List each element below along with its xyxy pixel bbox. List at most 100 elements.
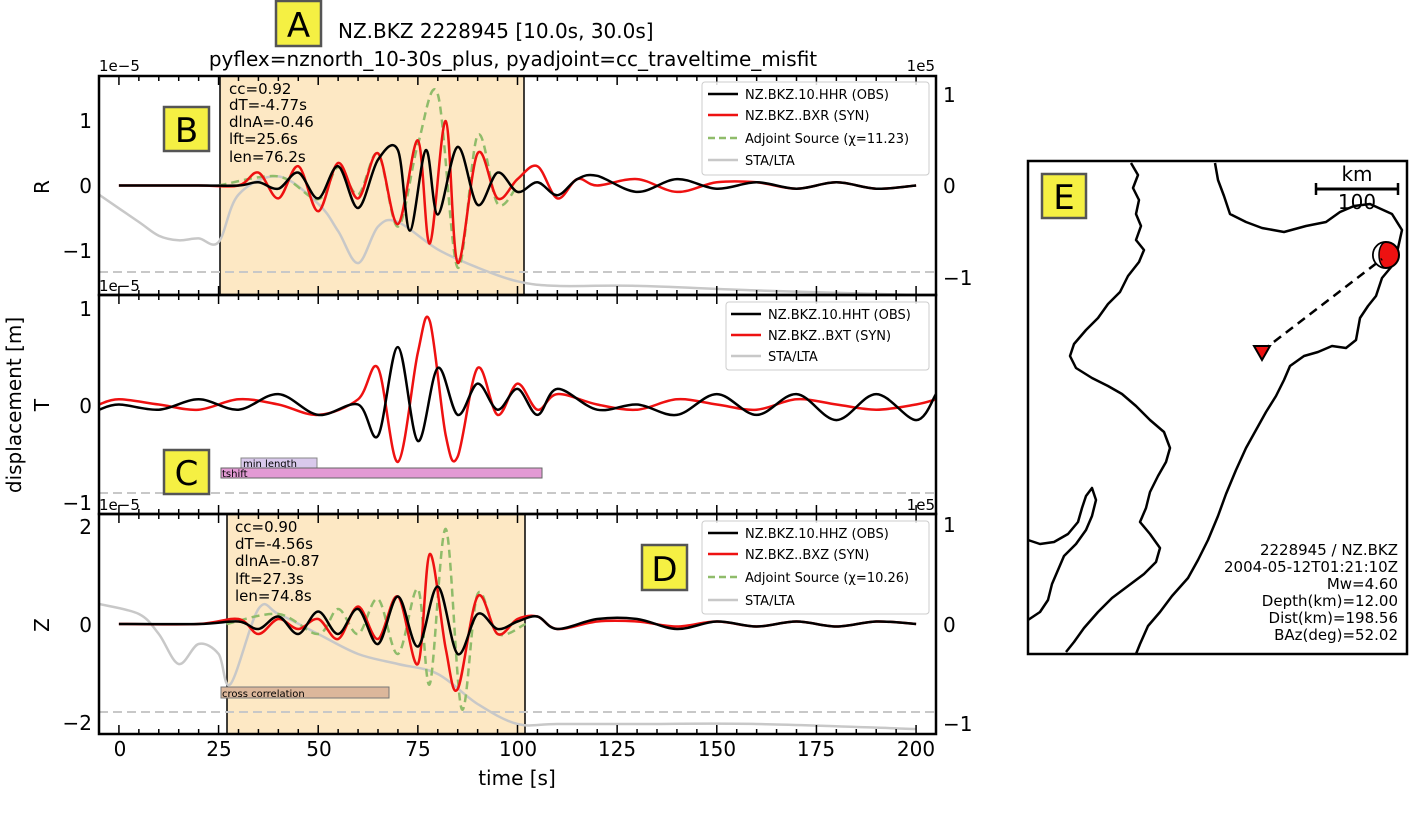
- xtick-25: 25: [206, 737, 231, 761]
- xtick-0: 0: [114, 737, 127, 761]
- stat-z-dlna: dlnA=-0.87: [235, 552, 320, 570]
- svg-text:D: D: [651, 550, 677, 590]
- legend-z: NZ.BKZ.10.HHZ (OBS) NZ.BKZ..BXZ (SYN) Ad…: [701, 520, 930, 615]
- stats-z: cc=0.90 dT=-4.56s dlnA=-0.87 lft=27.3s l…: [235, 518, 320, 605]
- panel-z-label: Z: [30, 618, 54, 632]
- station-map: km 100 2228945 / NZ.BKZ 2004-05-12T01:21…: [1026, 159, 1409, 656]
- map-info-event: 2228945 / NZ.BKZ: [1260, 541, 1398, 559]
- min-length-label: min length: [243, 459, 297, 470]
- stat-z-dt: dT=-4.56s: [235, 535, 313, 553]
- map-info-mw: Mw=4.60: [1327, 575, 1398, 593]
- ytick-right-r-1: 1: [943, 83, 956, 107]
- xtick-175: 175: [797, 737, 835, 761]
- ytick-z-2: 2: [79, 515, 92, 539]
- ytick-t-neg1: −1: [63, 491, 92, 515]
- badge-a: A: [274, 0, 323, 48]
- panel-r-label: R: [30, 180, 54, 194]
- xtick-200: 200: [897, 737, 935, 761]
- legend-r-obs: NZ.BKZ.10.HHR (OBS): [745, 88, 889, 103]
- ytick-right-z-neg1: −1: [943, 712, 972, 736]
- title-line1: NZ.BKZ 2228945 [10.0s, 30.0s]: [338, 19, 654, 43]
- multiplier-left-z: 1e−5: [99, 496, 140, 514]
- legend-r-adjoint: Adjoint Source (χ=11.23): [745, 132, 909, 147]
- ytick-r-0: 0: [79, 174, 92, 198]
- xtick-100: 100: [499, 737, 537, 761]
- legend-t-stalta: STA/LTA: [768, 350, 818, 365]
- svg-text:A: A: [287, 6, 310, 46]
- tshift-label: tshift: [222, 469, 248, 480]
- svg-text:B: B: [175, 111, 198, 151]
- legend-t-syn: NZ.BKZ..BXT (SYN): [768, 329, 891, 344]
- panel-t-label: T: [30, 398, 54, 412]
- legend-r-syn: NZ.BKZ..BXR (SYN): [745, 109, 869, 124]
- map-frame: [1026, 159, 1409, 656]
- badge-d: D: [640, 543, 689, 592]
- stat-r-cc: cc=0.92: [229, 80, 291, 98]
- ytick-t-0: 0: [79, 394, 92, 418]
- stat-r-dlna: dlnA=-0.46: [229, 113, 314, 131]
- map-info-depth: Depth(km)=12.00: [1262, 592, 1398, 610]
- legend-t: NZ.BKZ.10.HHT (OBS) NZ.BKZ..BXT (SYN) ST…: [725, 301, 930, 371]
- tshift-bar: [220, 467, 543, 479]
- legend-z-stalta: STA/LTA: [745, 594, 795, 609]
- ytick-z-neg2: −2: [63, 711, 92, 735]
- xtick-125: 125: [598, 737, 636, 761]
- cross-correlation-bar: [220, 686, 390, 699]
- ytick-right-r-0: 0: [943, 174, 956, 198]
- map-info-baz: BAz(deg)=52.02: [1274, 626, 1398, 644]
- legend-z-syn: NZ.BKZ..BXZ (SYN): [745, 548, 869, 563]
- ytick-r-neg1: −1: [63, 239, 92, 263]
- scale-unit: km: [1341, 162, 1372, 186]
- panel-r-traces: [99, 88, 917, 295]
- multiplier-left-r: 1e−5: [99, 57, 140, 75]
- legend-z-adjoint: Adjoint Source (χ=10.26): [745, 571, 909, 586]
- series-r-nz-bkz-bxr-syn: [118, 119, 917, 265]
- stat-r-dt: dT=-4.77s: [229, 96, 307, 114]
- svg-text:E: E: [1053, 178, 1074, 218]
- ray-path: [1261, 258, 1383, 352]
- panel-t-traces: [99, 315, 936, 464]
- axis-ticks: [118, 76, 937, 734]
- ytick-r-1: 1: [79, 109, 92, 133]
- legend-r-stalta: STA/LTA: [745, 154, 795, 169]
- series-r-sta-lta: [99, 175, 917, 295]
- series-r-adjoint-source-11-23: [218, 88, 519, 269]
- legend-r: NZ.BKZ.10.HHR (OBS) NZ.BKZ..BXR (SYN) Ad…: [701, 81, 930, 176]
- ytick-right-r-neg1: −1: [943, 266, 972, 290]
- svg-text:C: C: [175, 454, 199, 494]
- multiplier-left-t: 1e−5: [99, 277, 140, 295]
- cross-correlation-label: cross correlation: [222, 689, 305, 700]
- stat-z-len: len=74.8s: [235, 587, 312, 605]
- xtick-50: 50: [306, 737, 331, 761]
- coastline: [1027, 162, 1404, 655]
- multiplier-right-z: 1e5: [907, 496, 935, 514]
- series-r-nz-bkz-10-hhr-obs: [118, 144, 917, 232]
- scale-value: 100: [1338, 190, 1376, 214]
- x-axis-label: time [s]: [478, 766, 556, 790]
- series-t-nz-bkz-10-hht-obs: [99, 345, 936, 443]
- ytick-z-0: 0: [79, 613, 92, 637]
- stats-r: cc=0.92 dT=-4.77s dlnA=-0.46 lft=25.6s l…: [229, 80, 314, 166]
- map-info-dist: Dist(km)=198.56: [1269, 609, 1398, 627]
- panel-z-traces: [99, 527, 917, 731]
- stat-z-cc: cc=0.90: [235, 518, 297, 536]
- ytick-right-z-1: 1: [943, 513, 956, 537]
- ytick-t-1: 1: [79, 297, 92, 321]
- series-z-nz-bkz-10-hhz-obs: [118, 585, 917, 656]
- xtick-150: 150: [698, 737, 736, 761]
- xtick-75: 75: [405, 737, 430, 761]
- badge-c: C: [162, 448, 211, 496]
- stat-z-lft: lft=27.3s: [235, 570, 304, 588]
- legend-t-obs: NZ.BKZ.10.HHT (OBS): [768, 308, 911, 323]
- multiplier-right-r: 1e5: [907, 57, 935, 75]
- badge-e: E: [1040, 172, 1088, 220]
- title-line2: pyflex=nznorth_10-30s_plus, pyadjoint=cc…: [209, 47, 817, 71]
- legend-z-obs: NZ.BKZ.10.HHZ (OBS): [745, 527, 889, 542]
- badge-b: B: [162, 105, 211, 153]
- ytick-right-z-0: 0: [943, 613, 956, 637]
- series-z-sta-lta: [99, 602, 917, 731]
- station-triangle: [1252, 345, 1272, 363]
- map-info-time: 2004-05-12T01:21:10Z: [1224, 558, 1398, 576]
- stat-r-lft: lft=25.6s: [229, 130, 298, 148]
